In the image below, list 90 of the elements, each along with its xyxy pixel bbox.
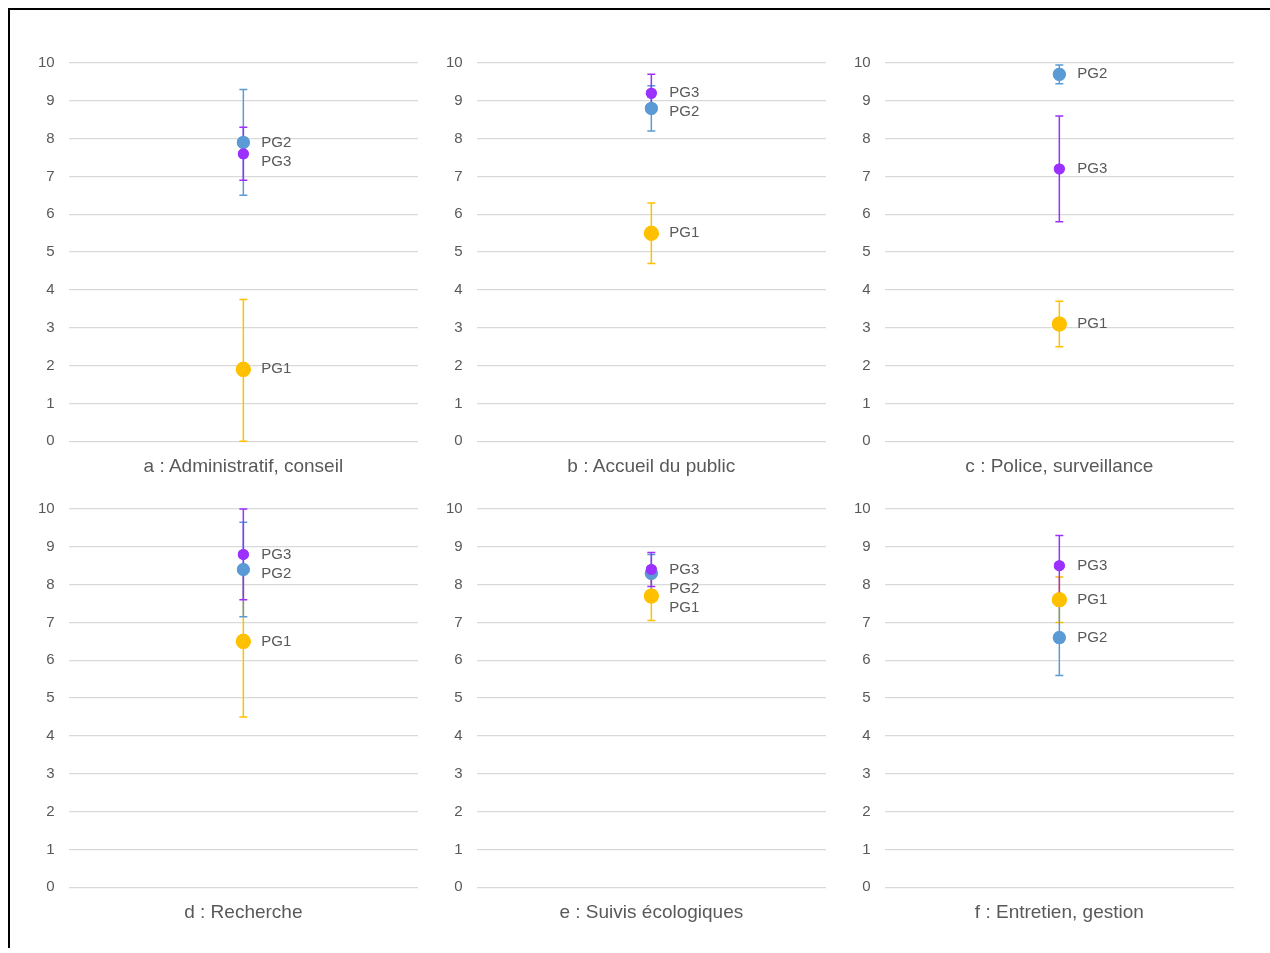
y-tick-label: 8 [862, 128, 871, 146]
y-tick-label: 10 [38, 53, 55, 71]
y-tick-label: 5 [46, 688, 55, 706]
y-tick-label: 1 [862, 393, 871, 411]
y-tick-label: 0 [454, 431, 463, 449]
y-tick-label: 6 [46, 650, 55, 668]
y-tick-label: 8 [46, 574, 55, 592]
series-label: PG3 [1077, 159, 1108, 177]
series-label: PG3 [669, 559, 700, 577]
y-tick-label: 6 [862, 204, 871, 222]
y-tick-label: 9 [46, 536, 55, 554]
y-tick-label: 7 [862, 166, 871, 184]
y-tick-label: 0 [862, 431, 871, 449]
series-label: PG2 [261, 132, 292, 150]
y-tick-label: 4 [862, 280, 871, 298]
y-tick-label: 1 [46, 839, 55, 857]
y-tick-label: 0 [454, 877, 463, 895]
y-tick-label: 3 [454, 763, 463, 781]
y-tick-label: 3 [862, 317, 871, 335]
y-tick-label: 7 [46, 166, 55, 184]
y-tick-label: 7 [862, 612, 871, 630]
y-tick-label: 0 [46, 877, 55, 895]
y-tick-label: 9 [46, 90, 55, 108]
series-label: PG1 [669, 223, 700, 241]
y-tick-label: 6 [454, 204, 463, 222]
y-tick-label: 2 [454, 801, 463, 819]
x-axis-title: e : Suivis écologiques [559, 900, 744, 922]
y-tick-label: 10 [854, 53, 871, 71]
y-tick-label: 8 [454, 128, 463, 146]
y-tick-label: 9 [862, 90, 871, 108]
y-tick-label: 1 [454, 839, 463, 857]
y-tick-label: 1 [454, 393, 463, 411]
y-tick-label: 1 [862, 839, 871, 857]
series-label: PG1 [261, 631, 292, 649]
y-tick-label: 5 [862, 688, 871, 706]
y-tick-label: 4 [454, 280, 463, 298]
y-tick-label: 4 [46, 280, 55, 298]
series-label: PG3 [1077, 555, 1108, 573]
y-tick-label: 2 [46, 355, 55, 373]
series-label: PG2 [669, 102, 700, 120]
y-tick-label: 7 [454, 166, 463, 184]
x-axis-title: d : Recherche [184, 900, 303, 922]
y-tick-label: 2 [454, 355, 463, 373]
y-tick-label: 5 [46, 242, 55, 260]
y-tick-label: 7 [454, 612, 463, 630]
y-tick-label: 6 [862, 650, 871, 668]
series-label: PG3 [261, 544, 292, 562]
y-tick-label: 8 [862, 574, 871, 592]
y-tick-label: 0 [46, 431, 55, 449]
y-tick-label: 10 [854, 499, 871, 517]
series-label: PG1 [1077, 589, 1108, 607]
x-axis-title: c : Police, surveillance [965, 454, 1154, 476]
y-tick-label: 4 [862, 726, 871, 744]
y-tick-label: 3 [862, 763, 871, 781]
y-tick-label: 4 [46, 726, 55, 744]
y-tick-label: 5 [454, 242, 463, 260]
y-tick-label: 10 [446, 499, 463, 517]
y-tick-label: 8 [454, 574, 463, 592]
y-tick-label: 1 [46, 393, 55, 411]
series-label: PG2 [669, 578, 700, 596]
y-tick-label: 9 [454, 536, 463, 554]
y-tick-label: 2 [46, 801, 55, 819]
y-tick-label: 0 [862, 877, 871, 895]
y-tick-label: 3 [454, 317, 463, 335]
x-axis-title: a : Administratif, conseil [143, 454, 344, 476]
series-label: PG3 [261, 151, 292, 169]
x-axis-title: f : Entretien, gestion [974, 900, 1144, 922]
y-tick-label: 9 [454, 90, 463, 108]
y-tick-label: 5 [862, 242, 871, 260]
series-label: PG2 [261, 563, 292, 581]
y-tick-label: 7 [46, 612, 55, 630]
y-tick-label: 6 [454, 650, 463, 668]
y-tick-label: 10 [446, 53, 463, 71]
series-label: PG1 [261, 359, 292, 377]
y-tick-label: 2 [862, 355, 871, 373]
y-tick-label: 3 [46, 763, 55, 781]
y-tick-label: 8 [46, 128, 55, 146]
y-tick-label: 9 [862, 536, 871, 554]
y-tick-label: 6 [46, 204, 55, 222]
series-label: PG2 [1077, 627, 1108, 645]
y-tick-label: 3 [46, 317, 55, 335]
series-label: PG1 [669, 597, 700, 615]
y-tick-label: 5 [454, 688, 463, 706]
series-label: PG3 [669, 83, 700, 101]
y-tick-label: 10 [38, 499, 55, 517]
x-axis-title: b : Accueil du public [567, 454, 736, 476]
y-tick-label: 4 [454, 726, 463, 744]
y-tick-label: 2 [862, 801, 871, 819]
series-label: PG2 [1077, 64, 1108, 82]
series-label: PG1 [1077, 314, 1108, 332]
